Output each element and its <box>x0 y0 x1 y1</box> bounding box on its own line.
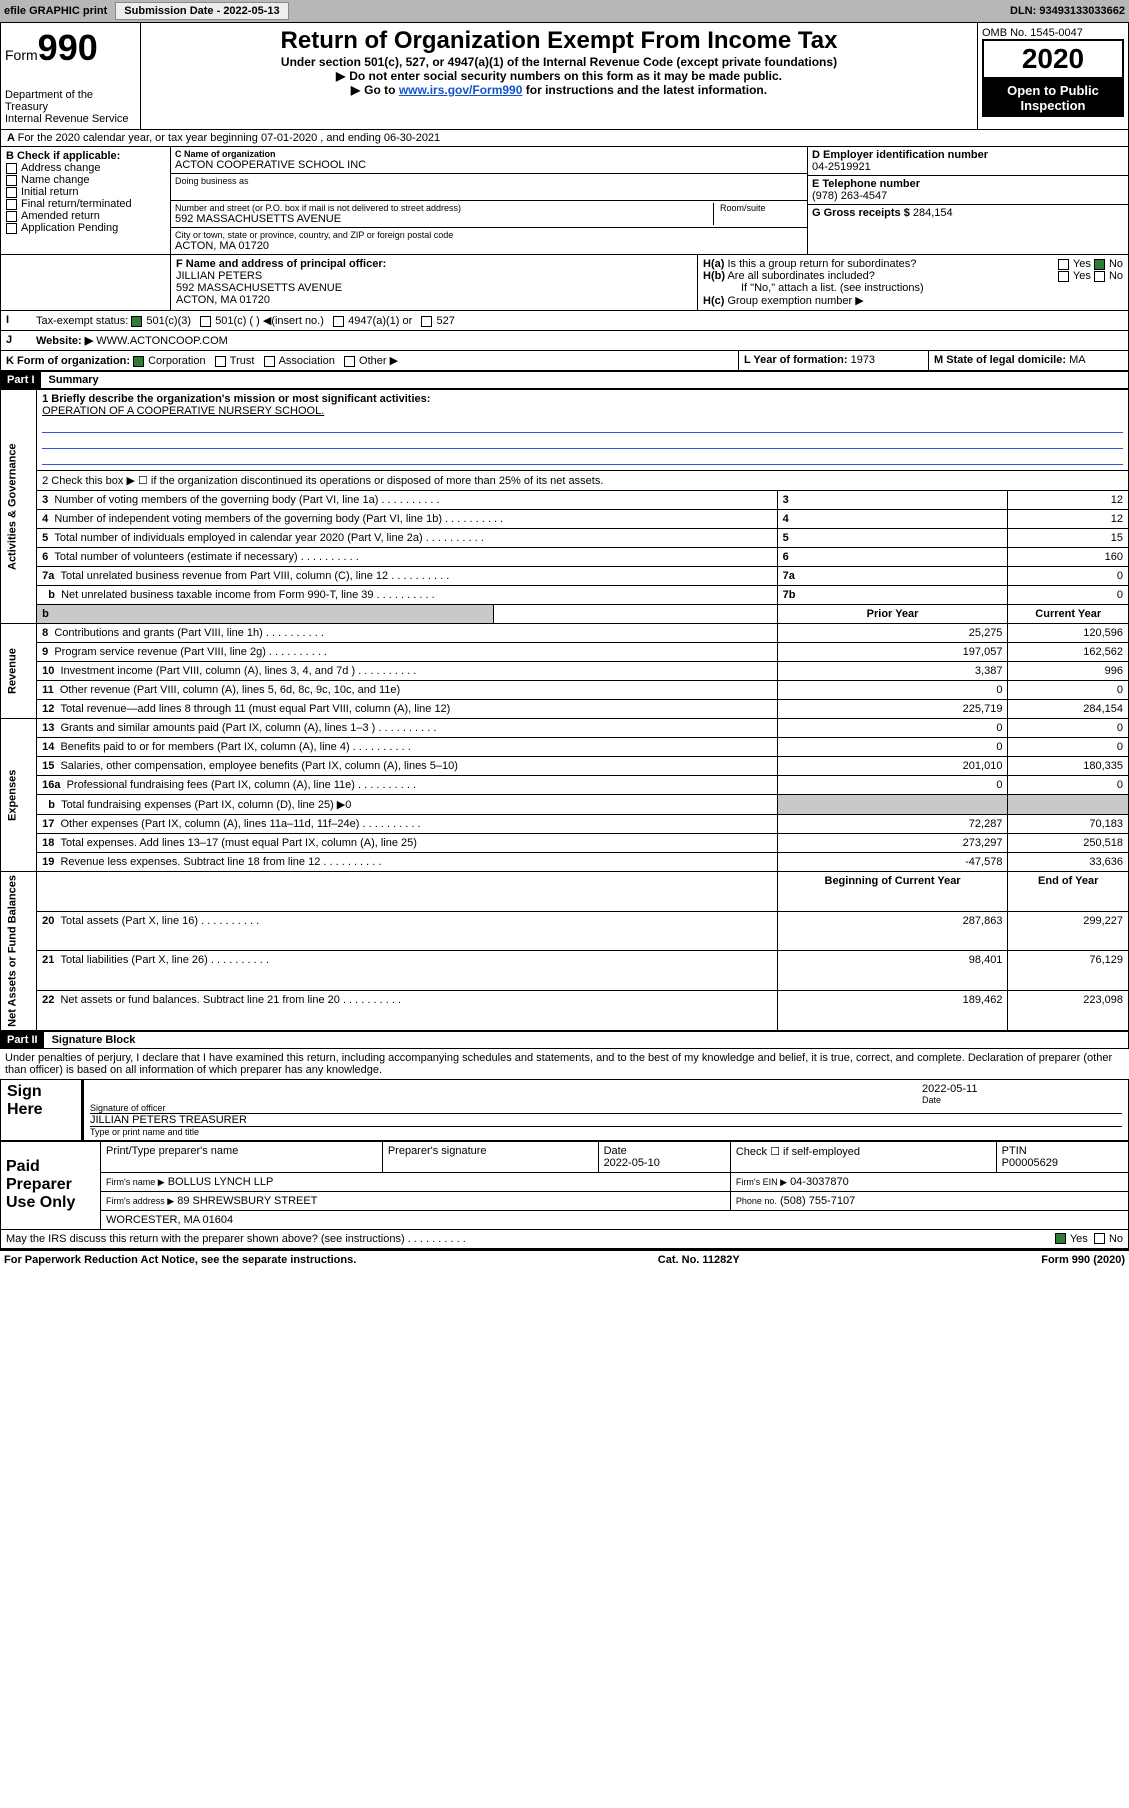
irs-link[interactable]: www.irs.gov/Form990 <box>399 83 523 97</box>
submission-date[interactable]: Submission Date - 2022-05-13 <box>115 2 288 20</box>
part-ii-heading: Part II Signature Block <box>0 1031 1129 1049</box>
form-header: Form990 Department of the Treasury Inter… <box>0 22 1129 130</box>
row-6: 6 Total number of volunteers (estimate i… <box>1 548 1129 567</box>
row-5: 5 Total number of individuals employed i… <box>1 529 1129 548</box>
perjury-text: Under penalties of perjury, I declare th… <box>0 1049 1129 1079</box>
info-grid: B Check if applicable: Address change Na… <box>0 147 1129 255</box>
section-deg: D Employer identification number 04-2519… <box>808 147 1128 254</box>
paid-preparer: Paid Preparer Use Only Print/Type prepar… <box>0 1141 1129 1230</box>
sign-here-label: Sign Here <box>1 1080 81 1140</box>
part-i-table: Activities & Governance 1 Briefly descri… <box>0 389 1129 1031</box>
row-4: 4 Number of independent voting members o… <box>1 510 1129 529</box>
section-b: B Check if applicable: Address change Na… <box>1 147 171 254</box>
note-ssn: Do not enter social security numbers on … <box>145 69 973 83</box>
efile-label: efile GRAPHIC print <box>4 5 107 17</box>
side-exp: Expenses <box>1 719 37 872</box>
section-fh: F Name and address of principal officer:… <box>0 255 1129 311</box>
tax-period: A For the 2020 calendar year, or tax yea… <box>0 130 1129 147</box>
side-rev: Revenue <box>1 624 37 719</box>
form-title: Return of Organization Exempt From Incom… <box>145 27 973 55</box>
part-i-heading: Part I Summary <box>0 371 1129 389</box>
section-j: J Website: ▶ WWW.ACTONCOOP.COM <box>0 331 1129 351</box>
dept-treasury: Department of the Treasury Internal Reve… <box>5 89 136 125</box>
row-3: 3 Number of voting members of the govern… <box>1 491 1129 510</box>
side-na: Net Assets or Fund Balances <box>1 872 37 1031</box>
note-link: Go to www.irs.gov/Form990 for instructio… <box>145 83 973 97</box>
row-7a: 7a Total unrelated business revenue from… <box>1 567 1129 586</box>
section-c: C Name of organization ACTON COOPERATIVE… <box>171 147 808 254</box>
section-klm: K Form of organization: Corporation Trus… <box>0 351 1129 371</box>
discuss-row: May the IRS discuss this return with the… <box>0 1230 1129 1249</box>
open-public: Open to Public Inspection <box>982 79 1124 117</box>
section-i: I Tax-exempt status: 501(c)(3) 501(c) ( … <box>0 311 1129 331</box>
form-990-label: Form990 <box>5 27 136 69</box>
signature-block: Sign Here Signature of officer 2022-05-1… <box>0 1079 1129 1141</box>
side-ag: Activities & Governance <box>1 390 37 624</box>
dln: DLN: 93493133033662 <box>1010 5 1125 17</box>
tax-year: 2020 <box>982 39 1124 79</box>
footer: For Paperwork Reduction Act Notice, see … <box>0 1251 1129 1269</box>
form-subtitle: Under section 501(c), 527, or 4947(a)(1)… <box>145 55 973 69</box>
omb-number: OMB No. 1545-0047 <box>982 27 1124 39</box>
row-7b: b Net unrelated business taxable income … <box>1 586 1129 605</box>
topbar: efile GRAPHIC print Submission Date - 20… <box>0 0 1129 22</box>
